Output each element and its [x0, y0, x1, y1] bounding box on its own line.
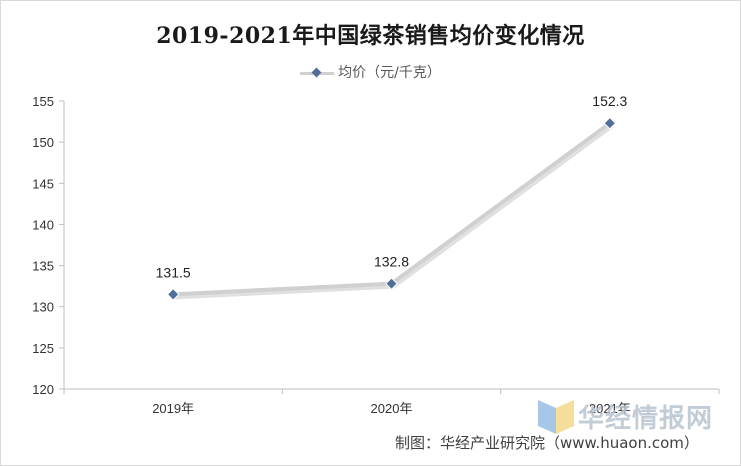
data-label: 132.8: [374, 254, 409, 270]
series-line-shadow: [175, 124, 614, 300]
x-tick-label: 2021年: [589, 401, 631, 416]
y-axis-ticks: 120 125 130 135 140 145 150 155: [32, 94, 64, 397]
data-labels: 131.5 132.8 152.3: [156, 93, 628, 280]
huajing-logo-icon: [538, 400, 574, 434]
data-label: 152.3: [592, 93, 627, 109]
x-tick-label: 2019年: [152, 401, 194, 416]
watermark-text: 华经情报网: [578, 404, 714, 434]
x-axis-ticks: 2019年 2020年 2021年: [63, 389, 720, 416]
y-tick-label: 120: [32, 382, 54, 397]
data-label: 131.5: [156, 264, 191, 280]
data-point-marker: [603, 116, 617, 130]
series-group: [166, 116, 617, 301]
y-tick-label: 125: [32, 341, 54, 356]
y-tick-label: 130: [32, 300, 54, 315]
y-tick-label: 150: [32, 135, 54, 150]
y-tick-label: 145: [32, 176, 54, 191]
data-point-marker: [166, 288, 180, 301]
legend-line-marker-icon: [300, 67, 335, 79]
watermark: 华经情报网: [538, 396, 728, 436]
chart-legend: 均价（元/千克）: [0, 62, 741, 82]
x-tick-label: 2020年: [371, 401, 413, 416]
y-tick-label: 140: [32, 217, 54, 232]
y-tick-label: 135: [32, 259, 54, 274]
source-note: 制图：华经产业研究院（www.huaon.com）: [395, 434, 699, 452]
legend-label: 均价（元/千克）: [338, 65, 441, 81]
y-tick-label: 155: [32, 94, 54, 109]
chart-title: 2019-2021年中国绿茶销售均价变化情况: [156, 23, 585, 49]
chart-axes: [63, 101, 719, 390]
data-point-marker: [385, 277, 398, 291]
